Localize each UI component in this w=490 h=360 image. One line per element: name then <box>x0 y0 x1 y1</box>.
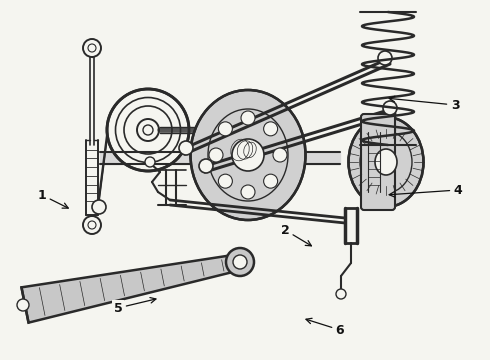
Text: 4: 4 <box>389 184 463 197</box>
Circle shape <box>219 122 232 136</box>
Circle shape <box>83 39 101 57</box>
Circle shape <box>264 174 278 188</box>
Text: 2: 2 <box>281 224 312 246</box>
Text: 1: 1 <box>38 189 68 208</box>
Ellipse shape <box>191 90 305 220</box>
Circle shape <box>17 299 29 311</box>
Polygon shape <box>100 152 340 164</box>
Ellipse shape <box>348 117 423 207</box>
Text: 3: 3 <box>389 96 459 112</box>
Circle shape <box>83 216 101 234</box>
Circle shape <box>264 122 278 136</box>
Circle shape <box>273 148 287 162</box>
Text: 6: 6 <box>306 318 344 337</box>
Circle shape <box>383 101 397 115</box>
Circle shape <box>209 148 223 162</box>
Circle shape <box>241 185 255 199</box>
FancyBboxPatch shape <box>361 114 395 210</box>
Ellipse shape <box>375 149 397 175</box>
Circle shape <box>145 157 155 167</box>
Circle shape <box>233 255 247 269</box>
Circle shape <box>219 174 232 188</box>
Circle shape <box>199 159 213 173</box>
Circle shape <box>92 200 106 214</box>
Circle shape <box>232 139 264 171</box>
Circle shape <box>226 248 254 276</box>
Circle shape <box>336 289 346 299</box>
Ellipse shape <box>107 89 189 171</box>
Circle shape <box>378 51 392 65</box>
Circle shape <box>179 141 193 155</box>
Circle shape <box>241 111 255 125</box>
Text: 5: 5 <box>114 298 156 315</box>
Polygon shape <box>22 254 242 323</box>
